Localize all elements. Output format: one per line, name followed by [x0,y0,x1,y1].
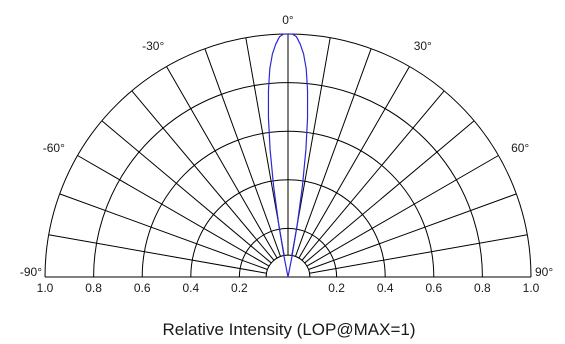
radial-tick-label: 1.0 [37,281,54,295]
radial-tick-label: 0.2 [328,281,345,295]
radial-tick-label: 0.8 [85,281,102,295]
radial-tick-label: 0.6 [425,281,442,295]
radial-tick-label: 1.0 [523,281,540,295]
grid-spoke [77,155,270,267]
grid-spoke [131,90,275,261]
angle-label: 0° [282,13,294,27]
series-line [267,33,309,278]
grid-spoke [101,120,272,264]
angle-label: -90° [20,265,42,279]
grid-spoke [295,48,372,257]
grid-spoke [306,155,499,267]
grid [44,33,532,278]
grid-spoke [298,66,410,259]
grid-spoke [48,234,267,274]
grid-spoke [309,234,528,274]
radial-tick-label: 0.6 [134,281,151,295]
radial-tick-label: 0.4 [377,281,394,295]
radial-tick-label: 0.8 [474,281,491,295]
radial-tick-label: 0.4 [182,281,199,295]
labels-layer: 0° -30° 30° -60° 60° -90° 90° 1.0 0.8 0.6 0.4 0.2 0.… [20,13,554,295]
grid-spoke [308,193,517,270]
angle-label: 60° [511,141,529,155]
grid-spoke [166,66,278,259]
grid-spoke [59,193,268,270]
angle-label: 30° [414,39,432,53]
grid-spoke [204,48,281,257]
angle-label: -30° [142,39,164,53]
angle-label: -60° [43,141,65,155]
angle-label: 90° [535,265,553,279]
grid-spoke [304,120,475,264]
grid-spoke [301,90,445,261]
x-axis-title: Relative Intensity (LOP@MAX=1) [163,320,416,339]
series-layer [267,33,309,278]
radial-tick-label: 0.2 [231,281,248,295]
